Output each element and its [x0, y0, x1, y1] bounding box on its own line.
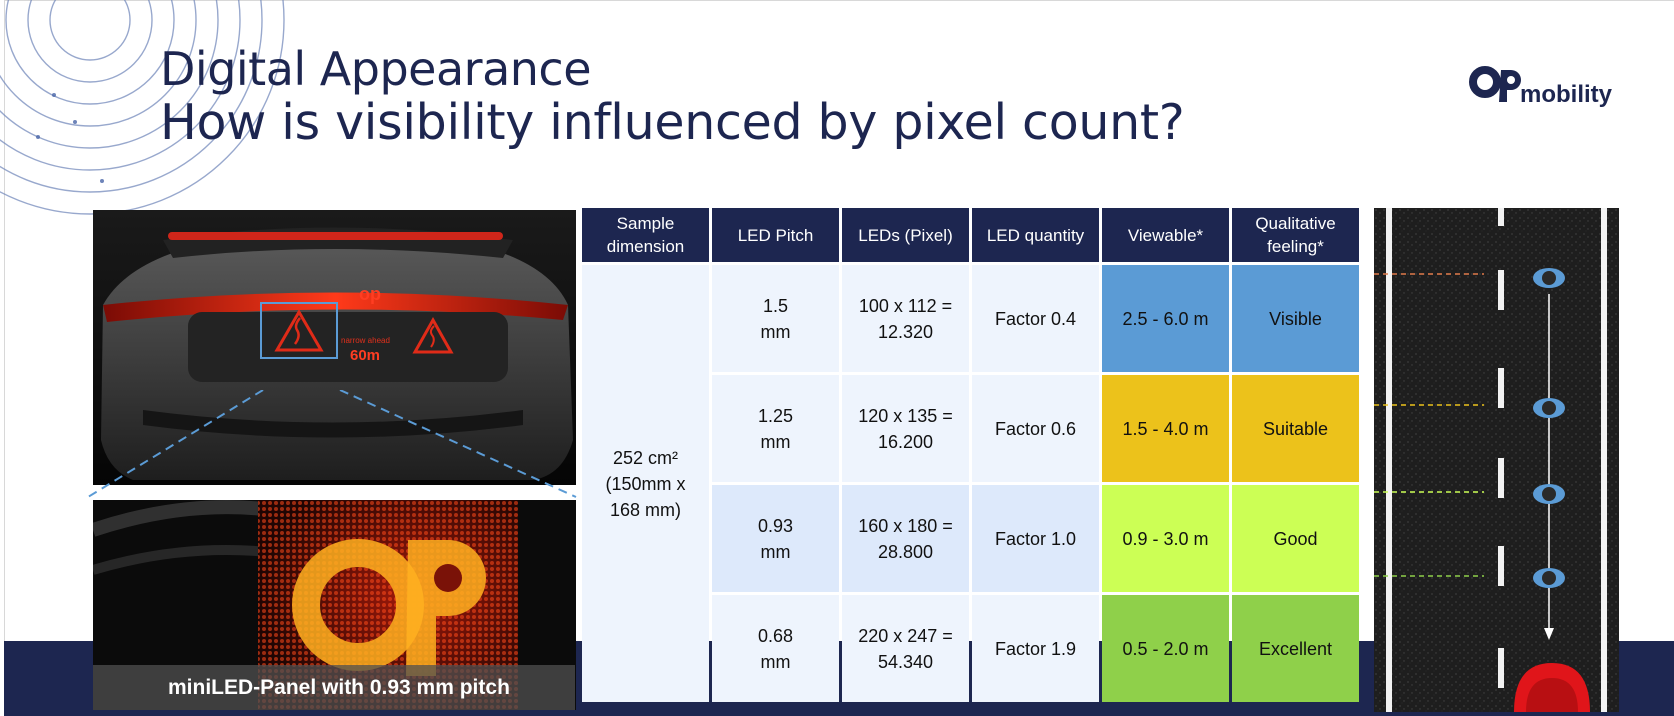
- slide-subtitle: How is visibility influenced by pixel co…: [160, 94, 1185, 151]
- pitch-cell: 1.25 mm: [712, 375, 839, 482]
- pedestrian-icon: [1533, 398, 1565, 418]
- sample-dimension-cell: 252 cm² (150mm x 168 mm): [582, 265, 709, 702]
- zoom-connector-lines: [88, 390, 577, 498]
- header-led-pitch: LED Pitch: [712, 208, 839, 262]
- pitch-cell: 1.5 mm: [712, 265, 839, 372]
- car-top-icon: [1514, 663, 1590, 712]
- quantity-cell: Factor 1.0: [972, 485, 1099, 592]
- car-rear-image: op narrow ahead 60m: [93, 210, 576, 485]
- leds-cell: 120 x 135 = 16.200: [842, 375, 969, 482]
- decorative-arcs: [0, 0, 285, 215]
- viewable-cell: 0.9 - 3.0 m: [1102, 485, 1229, 592]
- distance-text: 60m: [350, 347, 380, 364]
- company-logo: mobility: [1468, 62, 1618, 110]
- slide-title: Digital Appearance: [160, 42, 592, 96]
- logo-text: mobility: [1520, 81, 1613, 108]
- table-row: 1.25 mm 120 x 135 = 16.200 Factor 0.6 1.5 …: [582, 375, 1359, 482]
- table-row: 252 cm² (150mm x 168 mm) 1.5 mm 100 x 112…: [582, 265, 1359, 702]
- feeling-cell: Excellent: [1232, 595, 1359, 702]
- header-leds-pixel: LEDs (Pixel): [842, 208, 969, 262]
- sample-size-line1: (150mm x: [605, 473, 686, 494]
- sample-area: 252 cm²: [612, 447, 679, 468]
- op-logo-icon: mobility: [1469, 66, 1613, 108]
- pedestrian-icon: [1533, 268, 1565, 288]
- leds-cell: 100 x 112 = 12.320: [842, 265, 969, 372]
- quantity-cell: Factor 1.9: [972, 595, 1099, 702]
- leds-cell: 160 x 180 = 28.800: [842, 485, 969, 592]
- viewable-cell: 0.5 - 2.0 m: [1102, 595, 1229, 702]
- pitch-cell: 0.93 mm: [712, 485, 839, 592]
- row-guide-lines: [1374, 273, 1484, 577]
- header-viewable: Viewable*: [1102, 208, 1229, 262]
- car-plate-logo: op: [359, 284, 381, 304]
- table-row: 0.93 mm 160 x 180 = 28.800 Factor 1.0 0.9 …: [582, 485, 1359, 592]
- table-header-row: Sample dimension LED Pitch LEDs (Pixel) …: [582, 208, 1359, 262]
- pixel-visibility-table: Sample dimension LED Pitch LEDs (Pixel) …: [579, 205, 1362, 705]
- leds-cell: 220 x 247 = 54.340: [842, 595, 969, 702]
- road-diagram: [1374, 208, 1619, 712]
- header-sample-dimension: Sample dimension: [582, 208, 709, 262]
- header-led-quantity: LED quantity: [972, 208, 1099, 262]
- sign-text: narrow ahead: [341, 336, 390, 345]
- feeling-cell: Visible: [1232, 265, 1359, 372]
- pitch-cell: 0.68 mm: [712, 595, 839, 702]
- viewable-cell: 1.5 - 4.0 m: [1102, 375, 1229, 482]
- sample-size-line2: 168 mm): [609, 499, 681, 520]
- panel-caption: miniLED-Panel with 0.93 mm pitch: [93, 665, 575, 710]
- feeling-cell: Suitable: [1232, 375, 1359, 482]
- feeling-cell: Good: [1232, 485, 1359, 592]
- rear-display: op narrow ahead 60m: [260, 284, 454, 364]
- pedestrian-icon: [1533, 568, 1565, 588]
- table-row: 0.68 mm 220 x 247 = 54.340 Factor 1.9 0.5 …: [582, 595, 1359, 702]
- quantity-cell: Factor 0.4: [972, 265, 1099, 372]
- header-qualitative-feeling: Qualitative feeling*: [1232, 208, 1359, 262]
- viewable-cell: 2.5 - 6.0 m: [1102, 265, 1229, 372]
- pedestrian-icon: [1533, 484, 1565, 504]
- quantity-cell: Factor 0.6: [972, 375, 1099, 482]
